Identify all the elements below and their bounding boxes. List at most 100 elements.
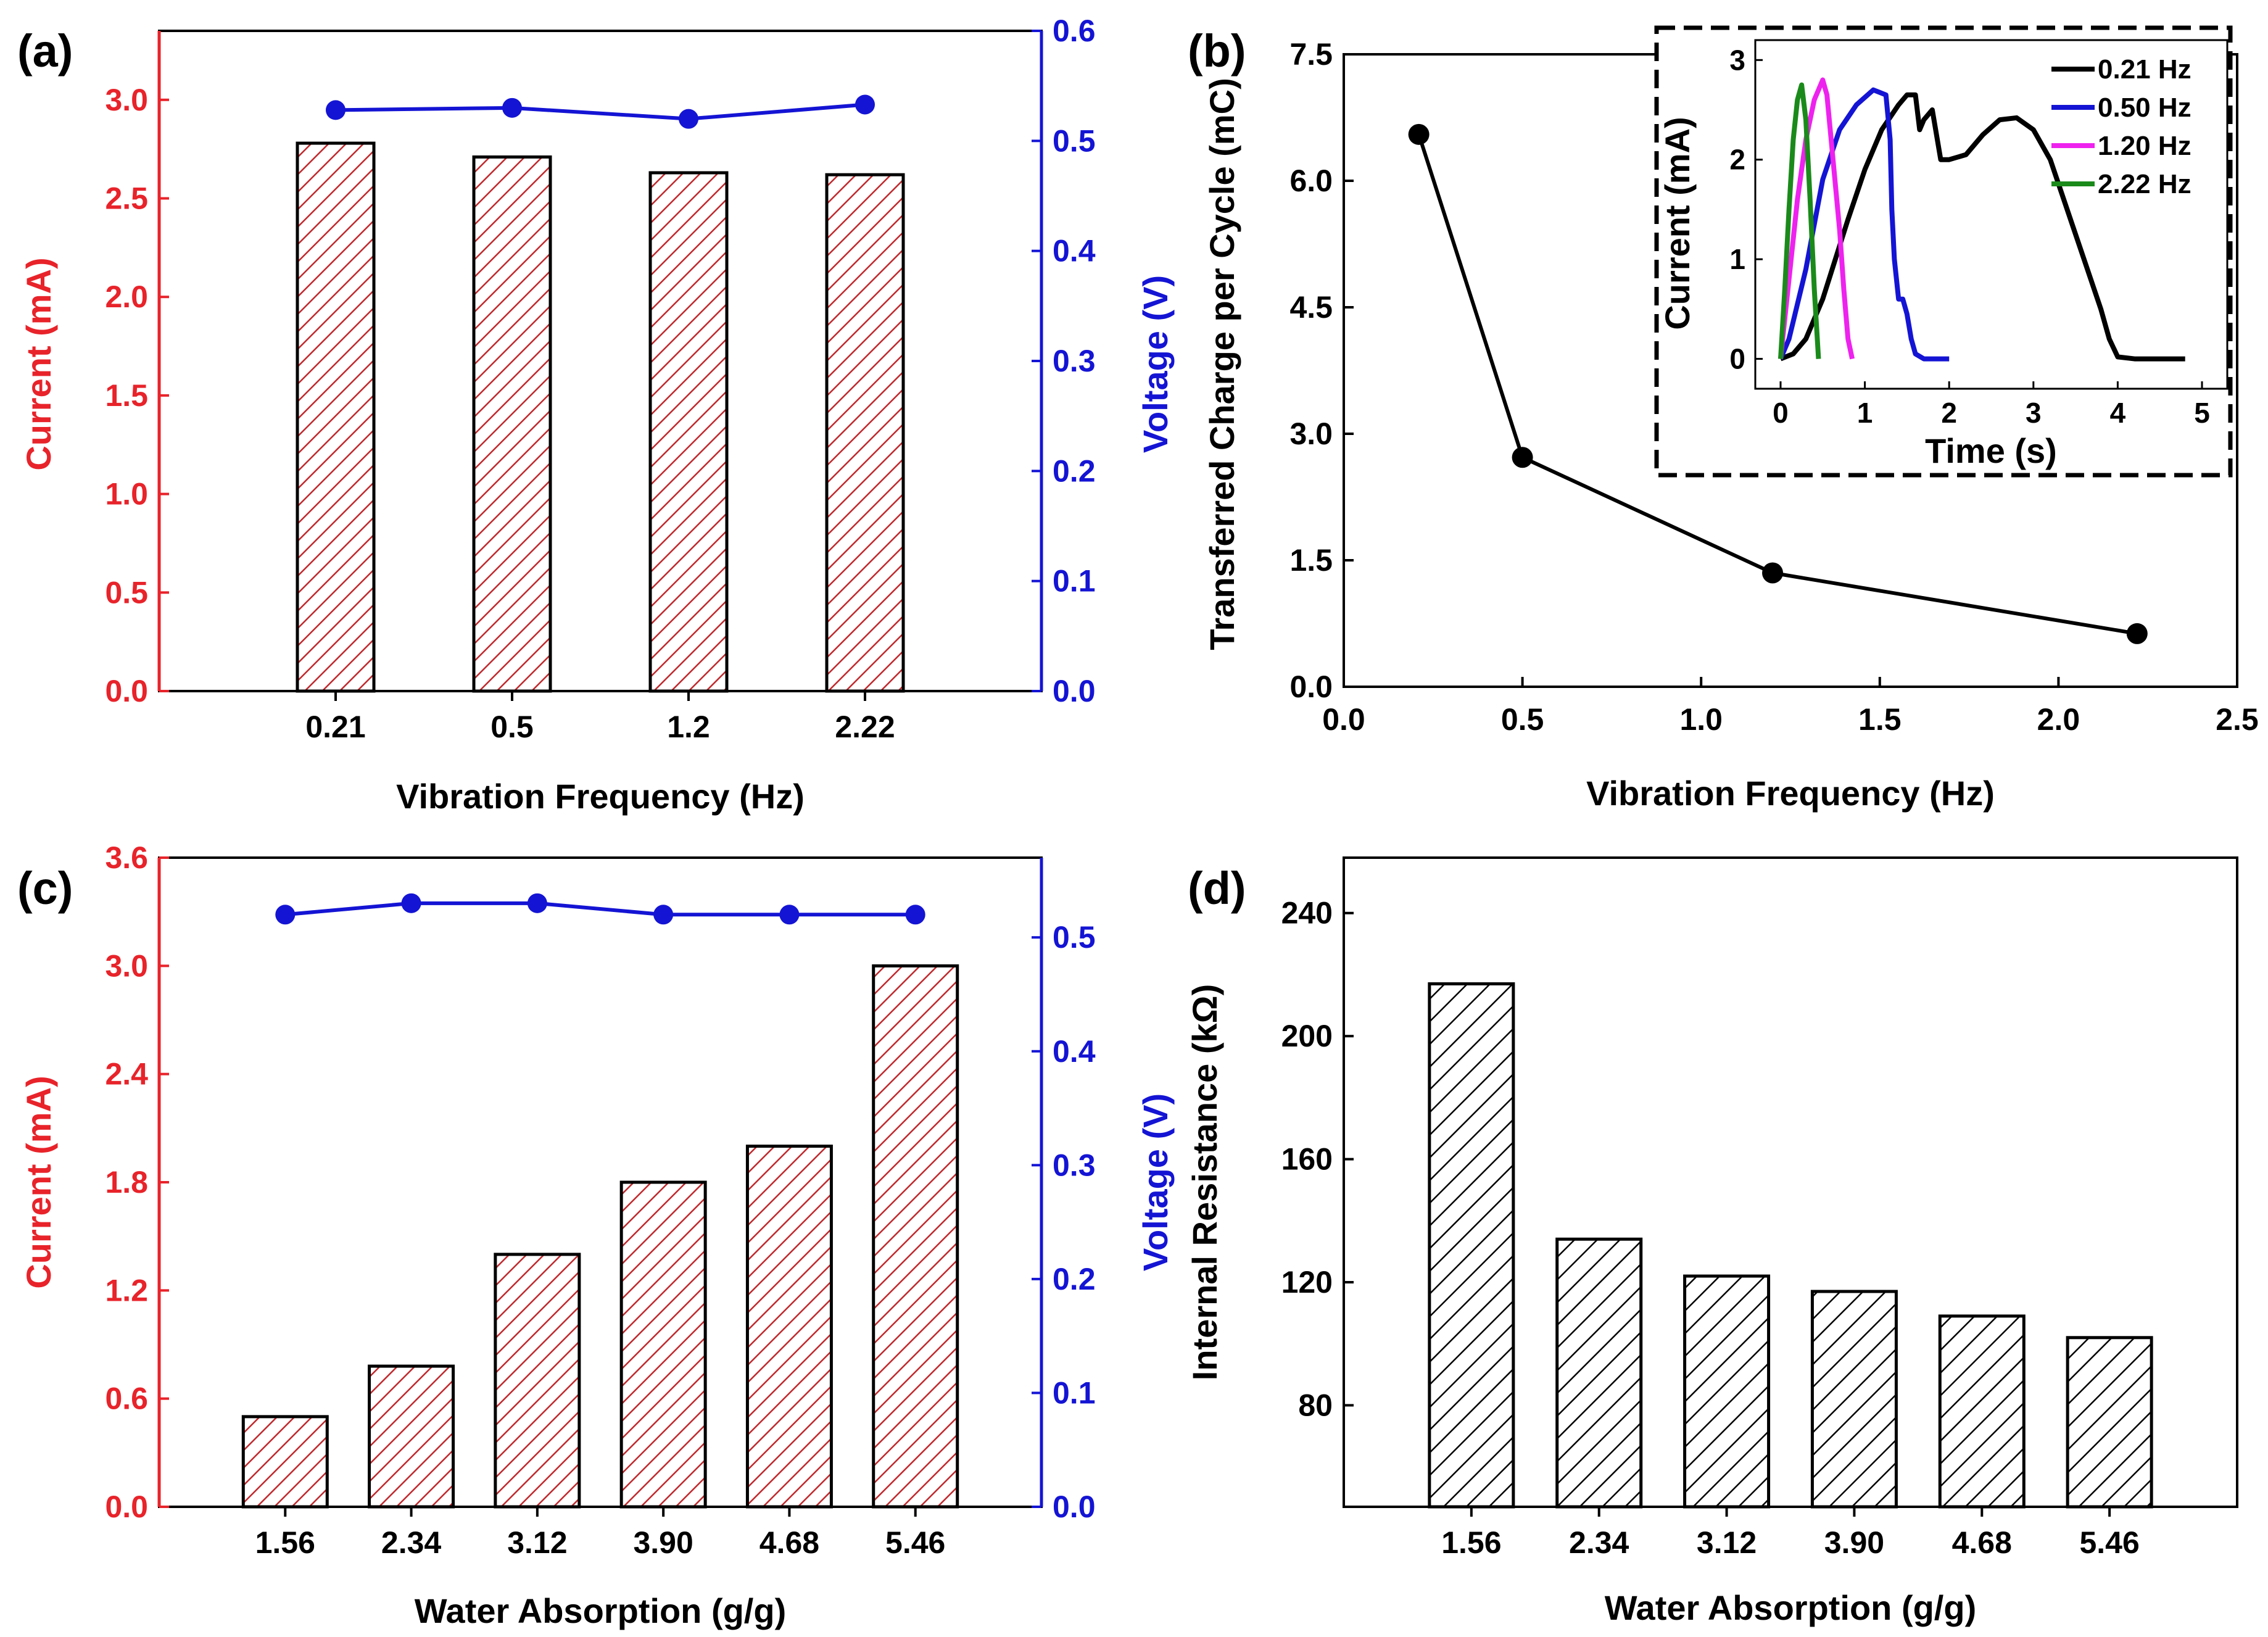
y-right-tick-label: 0.2 bbox=[1053, 454, 1096, 488]
x-tick-label: 2.0 bbox=[2037, 702, 2080, 737]
charge-point bbox=[1762, 562, 1784, 584]
y-ticks-right-a: 0.0 0.1 0.2 0.3 0.4 0.5 0.6 bbox=[1032, 14, 1096, 708]
x-tick-label: 3.12 bbox=[507, 1525, 567, 1560]
voltage-line bbox=[285, 901, 916, 917]
x-tick-label: 5.46 bbox=[885, 1525, 945, 1560]
plot-frame-a bbox=[158, 30, 1043, 692]
inset-x-axis-title: Time (s) bbox=[1925, 431, 2057, 470]
y-tick-label: 0.0 bbox=[105, 674, 148, 708]
inset-y-tick-label: 3 bbox=[1729, 44, 1745, 76]
y-right-tick-label: 0.0 bbox=[1053, 1490, 1096, 1524]
voltage-point bbox=[779, 905, 800, 925]
y-axis-title-d: Internal Resistance (kΩ) bbox=[1185, 984, 1224, 1380]
inset-legend: 0.21 Hz 0.50 Hz 1.20 Hz 2.22 Hz bbox=[2051, 54, 2191, 199]
bar bbox=[472, 155, 552, 693]
y-tick-label: 3.0 bbox=[1289, 417, 1333, 451]
x-axis-title-d: Water Absorption (g/g) bbox=[1605, 1588, 1976, 1627]
voltage-point bbox=[905, 905, 925, 925]
y-right-tick-label: 0.4 bbox=[1053, 1034, 1096, 1069]
panel-a: (a) 0.00.51.01.52.02.53.0 0.00.10.20.30.… bbox=[17, 14, 1175, 816]
y-tick-label: 240 bbox=[1281, 896, 1333, 930]
y-tick-label: 1.2 bbox=[105, 1273, 148, 1308]
y-ticks-d: 80 120 160 200 240 bbox=[1281, 896, 1354, 1422]
inset-x-tick-label: 3 bbox=[2026, 397, 2042, 429]
inset-series-line bbox=[1778, 87, 1950, 362]
inset-y-ticks: 0 1 2 3 bbox=[1729, 44, 1763, 375]
x-axis-title-b: Vibration Frequency (Hz) bbox=[1586, 774, 1995, 813]
charge-point bbox=[2126, 623, 2148, 644]
x-tick-label: 0.21 bbox=[305, 710, 365, 744]
x-ticks-a: 0.21 0.5 1.2 2.22 bbox=[305, 691, 895, 744]
x-tick-label: 0.5 bbox=[1501, 702, 1544, 737]
panel-label-a: (a) bbox=[17, 25, 73, 77]
y-ticks-a: 0.0 0.5 1.0 1.5 2.0 2.5 3.0 bbox=[105, 83, 169, 708]
voltage-line bbox=[335, 102, 866, 121]
y-tick-label: 2.4 bbox=[105, 1057, 148, 1092]
voltage-point bbox=[401, 893, 421, 913]
y-tick-label: 0.6 bbox=[105, 1382, 148, 1416]
bar bbox=[825, 173, 905, 693]
voltage-point bbox=[679, 109, 698, 129]
y-tick-label: 1.5 bbox=[1289, 543, 1333, 578]
bar bbox=[1810, 1290, 1898, 1509]
panel-d: (d) 80 120 160 200 240 1.56 2.34 3.12 3.90 4.68 5… bbox=[1185, 856, 2238, 1627]
voltage-line-a bbox=[326, 94, 875, 129]
y-tick-label: 4.5 bbox=[1289, 290, 1333, 325]
inset-series-line bbox=[1778, 77, 1855, 360]
y-tick-label: 0.0 bbox=[1289, 669, 1333, 704]
x-ticks-c: 1.56 2.34 3.12 3.90 4.68 5.46 bbox=[255, 1507, 945, 1560]
x-tick-label: 2.5 bbox=[2216, 702, 2259, 737]
inset-x-tick-label: 4 bbox=[2110, 397, 2126, 429]
bar bbox=[368, 1364, 455, 1509]
charge-point bbox=[1408, 123, 1430, 145]
inset-x-tick-label: 1 bbox=[1857, 397, 1873, 429]
bar bbox=[872, 964, 959, 1509]
x-tick-label: 5.46 bbox=[2079, 1525, 2139, 1560]
x-tick-label: 2.22 bbox=[835, 710, 895, 744]
x-tick-label: 1.5 bbox=[1858, 702, 1902, 737]
x-axis-title-a: Vibration Frequency (Hz) bbox=[396, 777, 805, 816]
x-tick-label: 0.0 bbox=[1322, 702, 1365, 737]
voltage-line-c bbox=[275, 893, 925, 925]
x-axis-title-c: Water Absorption (g/g) bbox=[415, 1591, 786, 1630]
y-tick-label: 80 bbox=[1298, 1388, 1333, 1422]
bar bbox=[745, 1145, 833, 1509]
y-tick-label: 6.0 bbox=[1289, 164, 1333, 198]
bar bbox=[241, 1415, 329, 1509]
inset-series-line bbox=[1779, 92, 2185, 362]
bar bbox=[1555, 1237, 1643, 1509]
y-ticks-c: 0.0 0.6 1.2 1.8 2.4 3.0 3.6 bbox=[105, 840, 169, 1524]
panel-b: (b) 0.0 1.5 3.0 4.5 6.0 7.5 0.0 0.5 1.0 1.5 2.0 2.… bbox=[1188, 25, 2259, 813]
charge-line bbox=[1417, 133, 2138, 636]
y-ticks-right-c: 0.0 0.1 0.2 0.3 0.4 0.5 bbox=[1032, 920, 1096, 1524]
y-tick-label: 3.6 bbox=[105, 840, 148, 875]
y-right-tick-label: 0.5 bbox=[1053, 123, 1096, 158]
inset-x-tick-label: 0 bbox=[1773, 397, 1789, 429]
voltage-point bbox=[855, 94, 875, 115]
y-tick-label: 160 bbox=[1281, 1142, 1333, 1177]
x-tick-label: 1.2 bbox=[667, 710, 710, 744]
y-right-tick-label: 0.1 bbox=[1053, 564, 1096, 599]
bar bbox=[1938, 1314, 2026, 1509]
y-tick-label: 3.0 bbox=[105, 83, 148, 117]
x-tick-label: 1.56 bbox=[1441, 1525, 1501, 1560]
inset-x-tick-label: 5 bbox=[2194, 397, 2210, 429]
y-tick-label: 120 bbox=[1281, 1265, 1333, 1299]
inset-plot-frame bbox=[1754, 39, 2229, 390]
y-tick-label: 1.5 bbox=[105, 378, 148, 413]
inset-y-tick-label: 1 bbox=[1729, 243, 1745, 275]
bar bbox=[494, 1253, 581, 1509]
x-ticks-b: 0.0 0.5 1.0 1.5 2.0 2.5 bbox=[1322, 677, 2259, 737]
bar bbox=[1683, 1274, 1771, 1509]
inset-x-tick-label: 2 bbox=[1941, 397, 1957, 429]
y-tick-label: 1.8 bbox=[105, 1165, 148, 1200]
bar bbox=[648, 171, 729, 693]
x-ticks-d: 1.56 2.34 3.12 3.90 4.68 5.46 bbox=[1441, 1507, 2140, 1560]
x-tick-label: 3.90 bbox=[1824, 1525, 1884, 1560]
legend-label: 2.22 Hz bbox=[2098, 169, 2191, 199]
panel-label-c: (c) bbox=[17, 863, 73, 914]
y-right-tick-label: 0.2 bbox=[1053, 1262, 1096, 1296]
voltage-point bbox=[326, 100, 346, 120]
bars-c bbox=[241, 964, 959, 1509]
